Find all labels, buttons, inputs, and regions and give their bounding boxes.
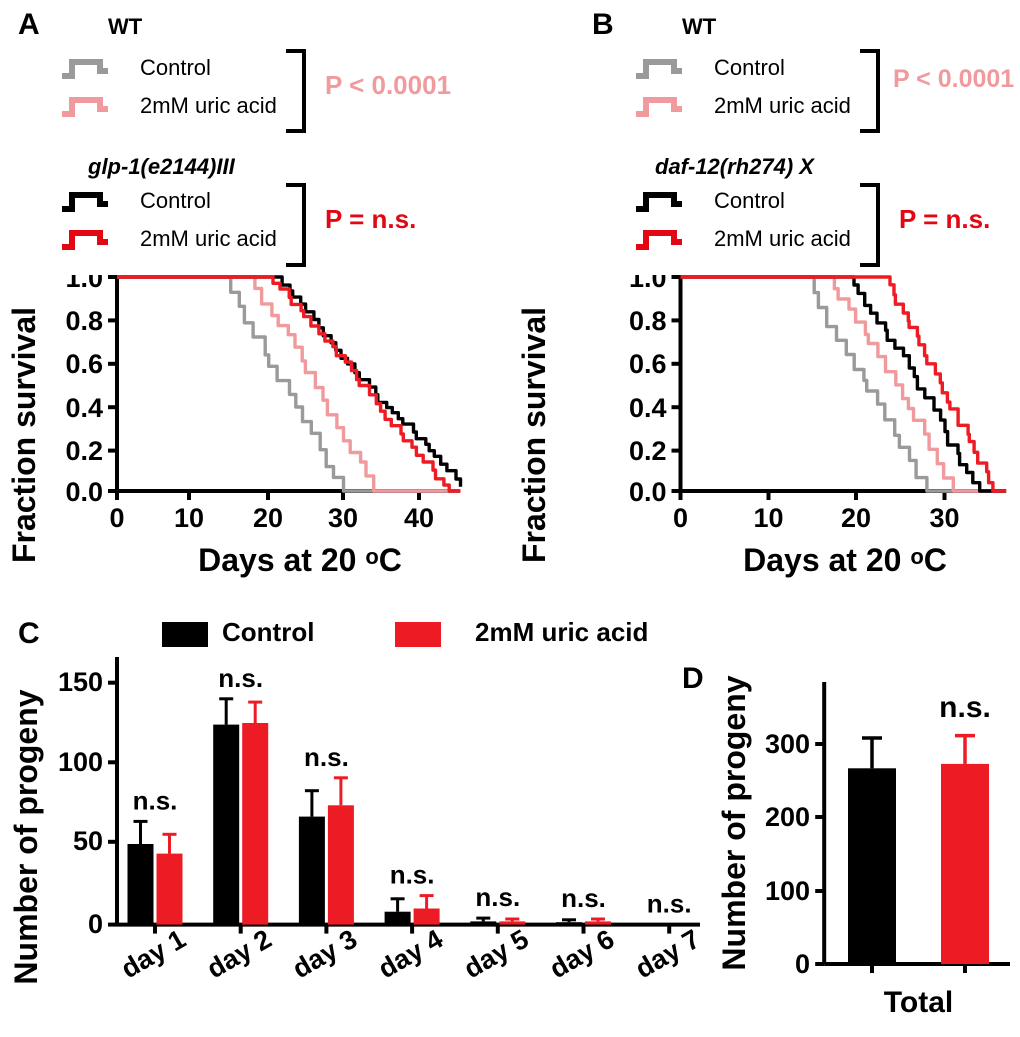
svg-text:Days at 20 oC: Days at 20 oC (198, 542, 402, 578)
svg-text:100: 100 (765, 876, 810, 906)
svg-text:100: 100 (58, 747, 103, 777)
svg-text:30: 30 (929, 503, 959, 533)
svg-text:150: 150 (58, 667, 103, 697)
svg-text:20: 20 (253, 503, 283, 533)
svg-text:0.8: 0.8 (65, 306, 103, 336)
svg-text:1.0: 1.0 (629, 275, 667, 293)
svg-text:30: 30 (328, 503, 358, 533)
svg-text:Number of progeny: Number of progeny (716, 675, 752, 970)
svg-text:Days at 20 oC: Days at 20 oC (743, 542, 947, 578)
svg-text:0.6: 0.6 (629, 349, 667, 379)
svg-text:n.s.: n.s. (304, 742, 349, 772)
svg-text:n.s.: n.s. (475, 882, 520, 912)
svg-text:n.s.: n.s. (561, 883, 606, 913)
svg-text:0.6: 0.6 (65, 349, 103, 379)
svg-text:0.0: 0.0 (65, 477, 103, 507)
svg-text:0: 0 (673, 503, 688, 533)
svg-text:300: 300 (765, 729, 810, 759)
svg-text:0.0: 0.0 (629, 477, 667, 507)
svg-text:50: 50 (73, 826, 103, 856)
svg-text:Fraction survival: Fraction survival (516, 307, 552, 563)
svg-text:Number of progeny: Number of progeny (8, 689, 44, 984)
svg-text:0.8: 0.8 (629, 306, 667, 336)
svg-text:n.s.: n.s. (939, 691, 991, 724)
svg-text:Fraction survival: Fraction survival (6, 307, 42, 563)
svg-text:0.4: 0.4 (629, 393, 667, 423)
svg-text:20: 20 (841, 503, 871, 533)
svg-text:10: 10 (753, 503, 783, 533)
svg-text:40: 40 (404, 503, 434, 533)
svg-text:0.2: 0.2 (629, 436, 667, 466)
svg-text:0.4: 0.4 (65, 393, 103, 423)
svg-text:n.s.: n.s. (390, 860, 435, 890)
svg-text:Total: Total (884, 986, 953, 1019)
svg-text:0: 0 (88, 909, 103, 939)
svg-text:0.2: 0.2 (65, 436, 103, 466)
svg-text:10: 10 (174, 503, 204, 533)
svg-text:200: 200 (765, 802, 810, 832)
svg-text:0: 0 (109, 503, 124, 533)
svg-text:n.s.: n.s. (133, 785, 178, 815)
svg-text:1.0: 1.0 (65, 275, 103, 293)
svg-text:0: 0 (795, 949, 810, 979)
svg-text:n.s.: n.s. (218, 663, 263, 693)
